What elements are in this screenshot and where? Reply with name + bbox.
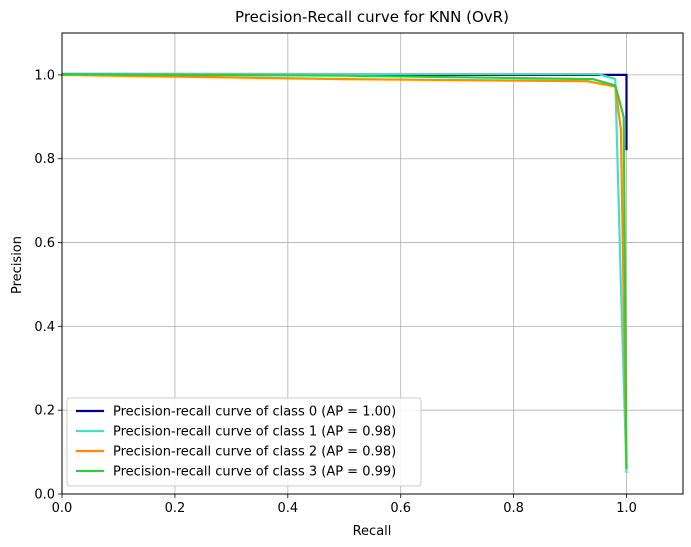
legend-entry-3: Precision-recall curve of class 3 (AP = … (113, 465, 396, 480)
legend-entry-2: Precision-recall curve of class 2 (AP = … (113, 445, 396, 460)
series-group (62, 72, 628, 474)
x-tick-label-3: 0.6 (390, 501, 411, 516)
y-tick-label-0: 0.0 (34, 488, 55, 503)
legend-entry-1: Precision-recall curve of class 1 (AP = … (113, 425, 396, 440)
legend-entry-0: Precision-recall curve of class 0 (AP = … (113, 405, 396, 420)
x-tick-label-5: 1.0 (616, 501, 637, 516)
plot-frame (61, 32, 684, 495)
y-tick-label-3: 0.6 (34, 236, 55, 251)
chart-title: Precision-Recall curve for KNN (OvR) (235, 8, 509, 26)
y-axis-ticks: 0.0 0.2 0.4 0.6 0.8 1.0 (34, 68, 62, 503)
x-tick-label-1: 0.2 (165, 501, 186, 516)
x-tick-label-2: 0.4 (277, 501, 298, 516)
y-tick-label-5: 1.0 (34, 68, 55, 83)
series-line-class-3 (62, 73, 628, 469)
y-axis-label: Precision (10, 236, 25, 294)
series-line-class-1 (62, 72, 628, 474)
y-tick-label-4: 0.8 (34, 152, 55, 167)
series-line-class-2 (62, 73, 628, 469)
legend: Precision-recall curve of class 0 (AP = … (66, 397, 422, 487)
y-tick-label-2: 0.4 (34, 320, 55, 335)
x-tick-label-0: 0.0 (52, 501, 73, 516)
x-tick-label-4: 0.8 (503, 501, 524, 516)
x-axis-ticks: 0.0 0.2 0.4 0.6 0.8 1.0 (52, 494, 637, 516)
legend-box (66, 397, 422, 487)
y-tick-label-1: 0.2 (34, 404, 55, 419)
x-axis-label: Recall (353, 524, 392, 539)
